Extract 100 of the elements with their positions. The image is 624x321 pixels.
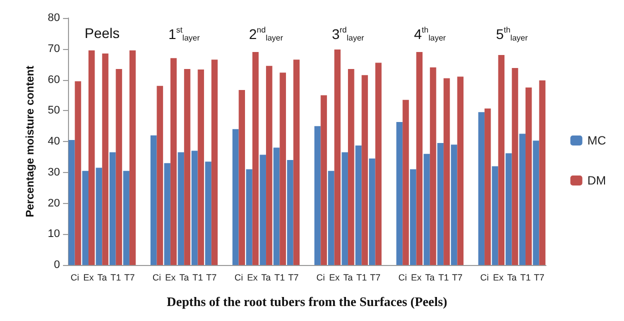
bar xyxy=(484,108,491,265)
y-tick-label: 10 xyxy=(48,228,60,240)
bar xyxy=(375,62,382,265)
x-tick-label: Ta xyxy=(425,272,435,282)
bar xyxy=(506,153,512,265)
y-tick-label: 80 xyxy=(48,12,60,24)
bar xyxy=(184,68,190,265)
x-tick-label: Ex xyxy=(492,272,504,282)
bar xyxy=(293,60,300,265)
x-tick-label: T1 xyxy=(192,272,203,282)
bar xyxy=(424,154,430,265)
bar xyxy=(402,100,409,265)
y-tick-label: 30 xyxy=(48,166,60,178)
x-tick-label: Ta xyxy=(97,272,107,282)
bar xyxy=(478,112,485,265)
bar xyxy=(320,95,327,265)
bar xyxy=(328,170,334,265)
x-tick-label: T7 xyxy=(288,272,299,282)
y-tick-label: 60 xyxy=(48,74,60,86)
legend-label: DM xyxy=(587,174,606,188)
bar xyxy=(129,50,136,265)
y-axis-title: Percentage moisture content xyxy=(24,65,36,218)
x-tick-label: Ci xyxy=(152,272,162,282)
annotation: Peels xyxy=(84,25,120,41)
x-tick-label: Ex xyxy=(411,272,422,282)
x-tick-label: Ex xyxy=(247,272,258,282)
x-tick-label: Ta xyxy=(179,272,189,282)
bar xyxy=(260,154,266,265)
bar xyxy=(178,152,184,265)
x-tick-label: Ex xyxy=(329,272,340,282)
bar xyxy=(539,80,546,265)
x-tick-label: Ta xyxy=(261,272,271,282)
x-tick-label: T7 xyxy=(370,272,381,282)
y-tick-label: 70 xyxy=(48,42,60,55)
bar xyxy=(110,152,116,265)
bar xyxy=(492,166,498,265)
bar xyxy=(314,126,321,265)
bar xyxy=(273,148,280,265)
bar xyxy=(348,68,354,265)
bar xyxy=(498,55,504,265)
x-tick-label: T1 xyxy=(110,272,122,282)
x-tick-label: Ci xyxy=(480,272,489,282)
x-tick-label: Ci xyxy=(234,272,243,282)
bar xyxy=(170,58,177,265)
bar xyxy=(123,170,130,265)
x-tick-label: T1 xyxy=(356,272,367,282)
bar xyxy=(74,81,82,265)
bar xyxy=(369,158,376,265)
bar xyxy=(156,86,164,265)
bar xyxy=(82,170,88,265)
y-tick-label: 0 xyxy=(54,259,60,271)
legend-label: MC xyxy=(587,134,606,148)
bar xyxy=(355,146,362,265)
bar xyxy=(102,54,108,265)
x-tick-label: Ta xyxy=(343,272,353,282)
x-axis-title: Depths of the root tubers from the Surfaces (Peels) xyxy=(166,294,448,309)
bar xyxy=(68,140,75,265)
x-tick-label: Ci xyxy=(398,272,407,282)
x-tick-label: Ex xyxy=(165,272,176,282)
bar xyxy=(287,160,294,265)
bar xyxy=(396,122,403,265)
bar xyxy=(519,134,526,265)
bar xyxy=(416,52,423,265)
x-tick-label: T1 xyxy=(274,272,285,282)
bar xyxy=(198,70,204,265)
x-tick-label: T1 xyxy=(520,272,531,282)
bar xyxy=(532,140,540,265)
bar xyxy=(526,87,532,265)
bar xyxy=(362,75,368,265)
x-tick-label: T1 xyxy=(438,272,449,282)
bar xyxy=(342,152,348,265)
bar xyxy=(205,162,212,265)
x-tick-label: Ta xyxy=(507,272,517,282)
y-tick-label: 40 xyxy=(48,136,60,148)
bar xyxy=(164,163,170,265)
x-tick-label: Ci xyxy=(316,272,325,282)
x-tick-label: T7 xyxy=(534,272,544,282)
bar xyxy=(96,168,102,265)
x-tick-label: T7 xyxy=(124,272,135,282)
x-tick-label: Ex xyxy=(83,272,94,282)
bar xyxy=(450,144,458,265)
x-tick-label: T7 xyxy=(206,272,217,282)
bar xyxy=(512,68,518,265)
bar xyxy=(191,150,198,265)
bar xyxy=(457,76,464,265)
bar xyxy=(444,78,450,265)
bar xyxy=(430,67,436,265)
bar xyxy=(437,143,444,265)
bar xyxy=(232,129,239,265)
bar xyxy=(252,52,259,265)
x-tick-label: T7 xyxy=(452,272,462,282)
bar xyxy=(116,68,122,265)
bar xyxy=(410,169,416,265)
y-tick-label: 20 xyxy=(48,197,60,210)
bar xyxy=(150,135,157,265)
y-tick-label: 50 xyxy=(48,104,60,117)
bar xyxy=(238,90,245,265)
bar xyxy=(88,50,95,265)
bar xyxy=(334,49,341,265)
bar xyxy=(246,169,252,265)
